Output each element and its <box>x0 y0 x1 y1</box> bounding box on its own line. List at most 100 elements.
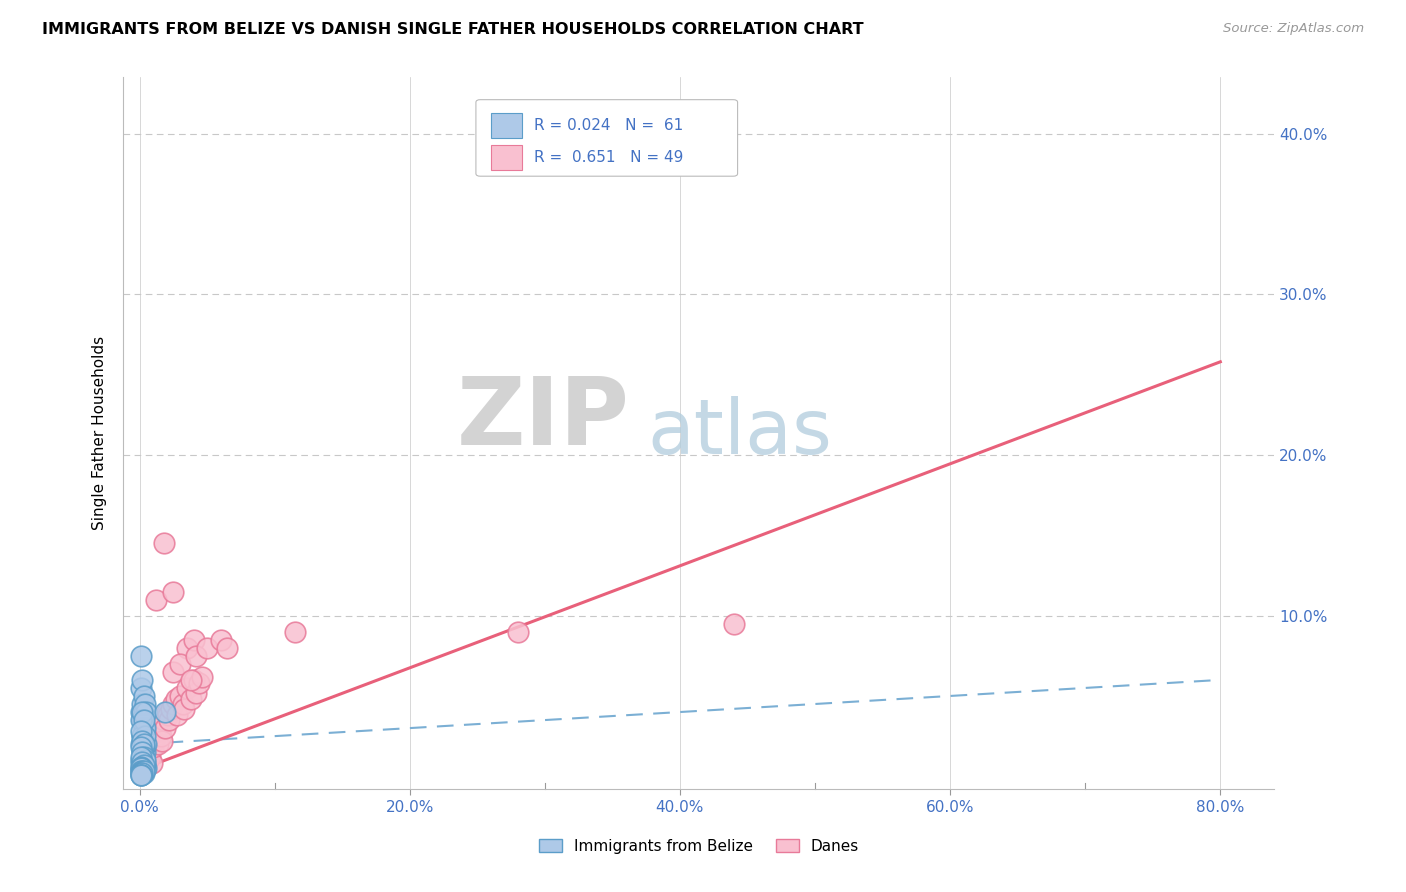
Point <box>162 584 184 599</box>
Point <box>131 673 153 687</box>
Point <box>183 673 205 687</box>
Point <box>134 756 156 771</box>
Point <box>148 737 170 751</box>
Point <box>132 750 155 764</box>
Point <box>131 745 153 759</box>
Point <box>129 750 152 764</box>
Point <box>209 632 232 647</box>
Point <box>129 766 152 780</box>
Point <box>129 737 152 751</box>
Point <box>129 740 152 755</box>
Point <box>180 692 202 706</box>
Point <box>143 734 166 748</box>
Point <box>136 753 159 767</box>
Point <box>162 665 184 679</box>
Point <box>132 737 155 751</box>
Point <box>129 705 152 719</box>
Point <box>195 640 218 655</box>
Text: atlas: atlas <box>647 396 832 470</box>
Legend: Immigrants from Belize, Danes: Immigrants from Belize, Danes <box>533 832 865 860</box>
Point <box>139 750 162 764</box>
Point <box>129 761 152 775</box>
Point <box>132 753 155 767</box>
Point <box>150 729 173 743</box>
Point <box>169 657 191 671</box>
Point <box>132 721 155 735</box>
Point <box>129 713 152 727</box>
Point <box>129 759 152 773</box>
Point <box>131 766 153 780</box>
Point <box>135 737 157 751</box>
Point <box>129 767 152 781</box>
Text: Source: ZipAtlas.com: Source: ZipAtlas.com <box>1223 22 1364 36</box>
Point <box>159 702 181 716</box>
Point <box>162 697 184 711</box>
Point <box>176 681 198 695</box>
Point <box>186 686 208 700</box>
Point <box>145 729 167 743</box>
Point <box>153 705 176 719</box>
Point <box>169 689 191 703</box>
Point <box>135 737 157 751</box>
Point <box>129 756 152 771</box>
Point <box>131 759 153 773</box>
Point <box>131 734 153 748</box>
Point <box>129 753 152 767</box>
Point <box>132 705 155 719</box>
Point <box>132 761 155 775</box>
Point <box>134 753 156 767</box>
Point <box>131 764 153 779</box>
Point <box>723 616 745 631</box>
Point <box>134 761 156 775</box>
Point <box>134 721 156 735</box>
Point <box>129 764 152 779</box>
Point <box>157 713 180 727</box>
Point <box>217 640 239 655</box>
Point <box>132 713 155 727</box>
Point <box>129 648 152 663</box>
Point <box>190 670 212 684</box>
Point <box>176 640 198 655</box>
Point <box>132 689 155 703</box>
Point <box>173 702 195 716</box>
Point <box>132 761 155 775</box>
Point <box>145 592 167 607</box>
Point <box>132 758 155 772</box>
Point <box>142 740 165 755</box>
Point <box>152 734 174 748</box>
Point <box>131 761 153 775</box>
Point <box>132 753 155 767</box>
Point <box>132 766 155 780</box>
Point <box>149 721 172 735</box>
Point <box>129 724 152 739</box>
Point <box>165 692 187 706</box>
Point <box>141 756 163 771</box>
Point <box>134 745 156 759</box>
Point <box>135 705 157 719</box>
Point <box>132 740 155 755</box>
Point <box>131 729 153 743</box>
Point <box>153 713 176 727</box>
Point <box>131 729 153 743</box>
Point <box>132 737 155 751</box>
Point <box>135 761 157 775</box>
Text: R = 0.024   N =  61: R = 0.024 N = 61 <box>533 119 683 133</box>
Point <box>131 705 153 719</box>
Y-axis label: Single Father Households: Single Father Households <box>93 336 107 531</box>
Point <box>131 713 153 727</box>
Text: R =  0.651   N = 49: R = 0.651 N = 49 <box>533 151 683 165</box>
Point <box>284 624 307 639</box>
Point <box>180 673 202 687</box>
Text: ZIP: ZIP <box>457 373 630 465</box>
Point <box>153 536 176 550</box>
Point <box>183 632 205 647</box>
Point <box>131 763 153 777</box>
Point <box>153 721 176 735</box>
Point <box>129 763 152 777</box>
Point <box>131 761 153 775</box>
Point <box>506 624 529 639</box>
Point <box>129 681 152 695</box>
Point <box>188 676 211 690</box>
Point <box>131 745 153 759</box>
Point <box>129 767 152 781</box>
